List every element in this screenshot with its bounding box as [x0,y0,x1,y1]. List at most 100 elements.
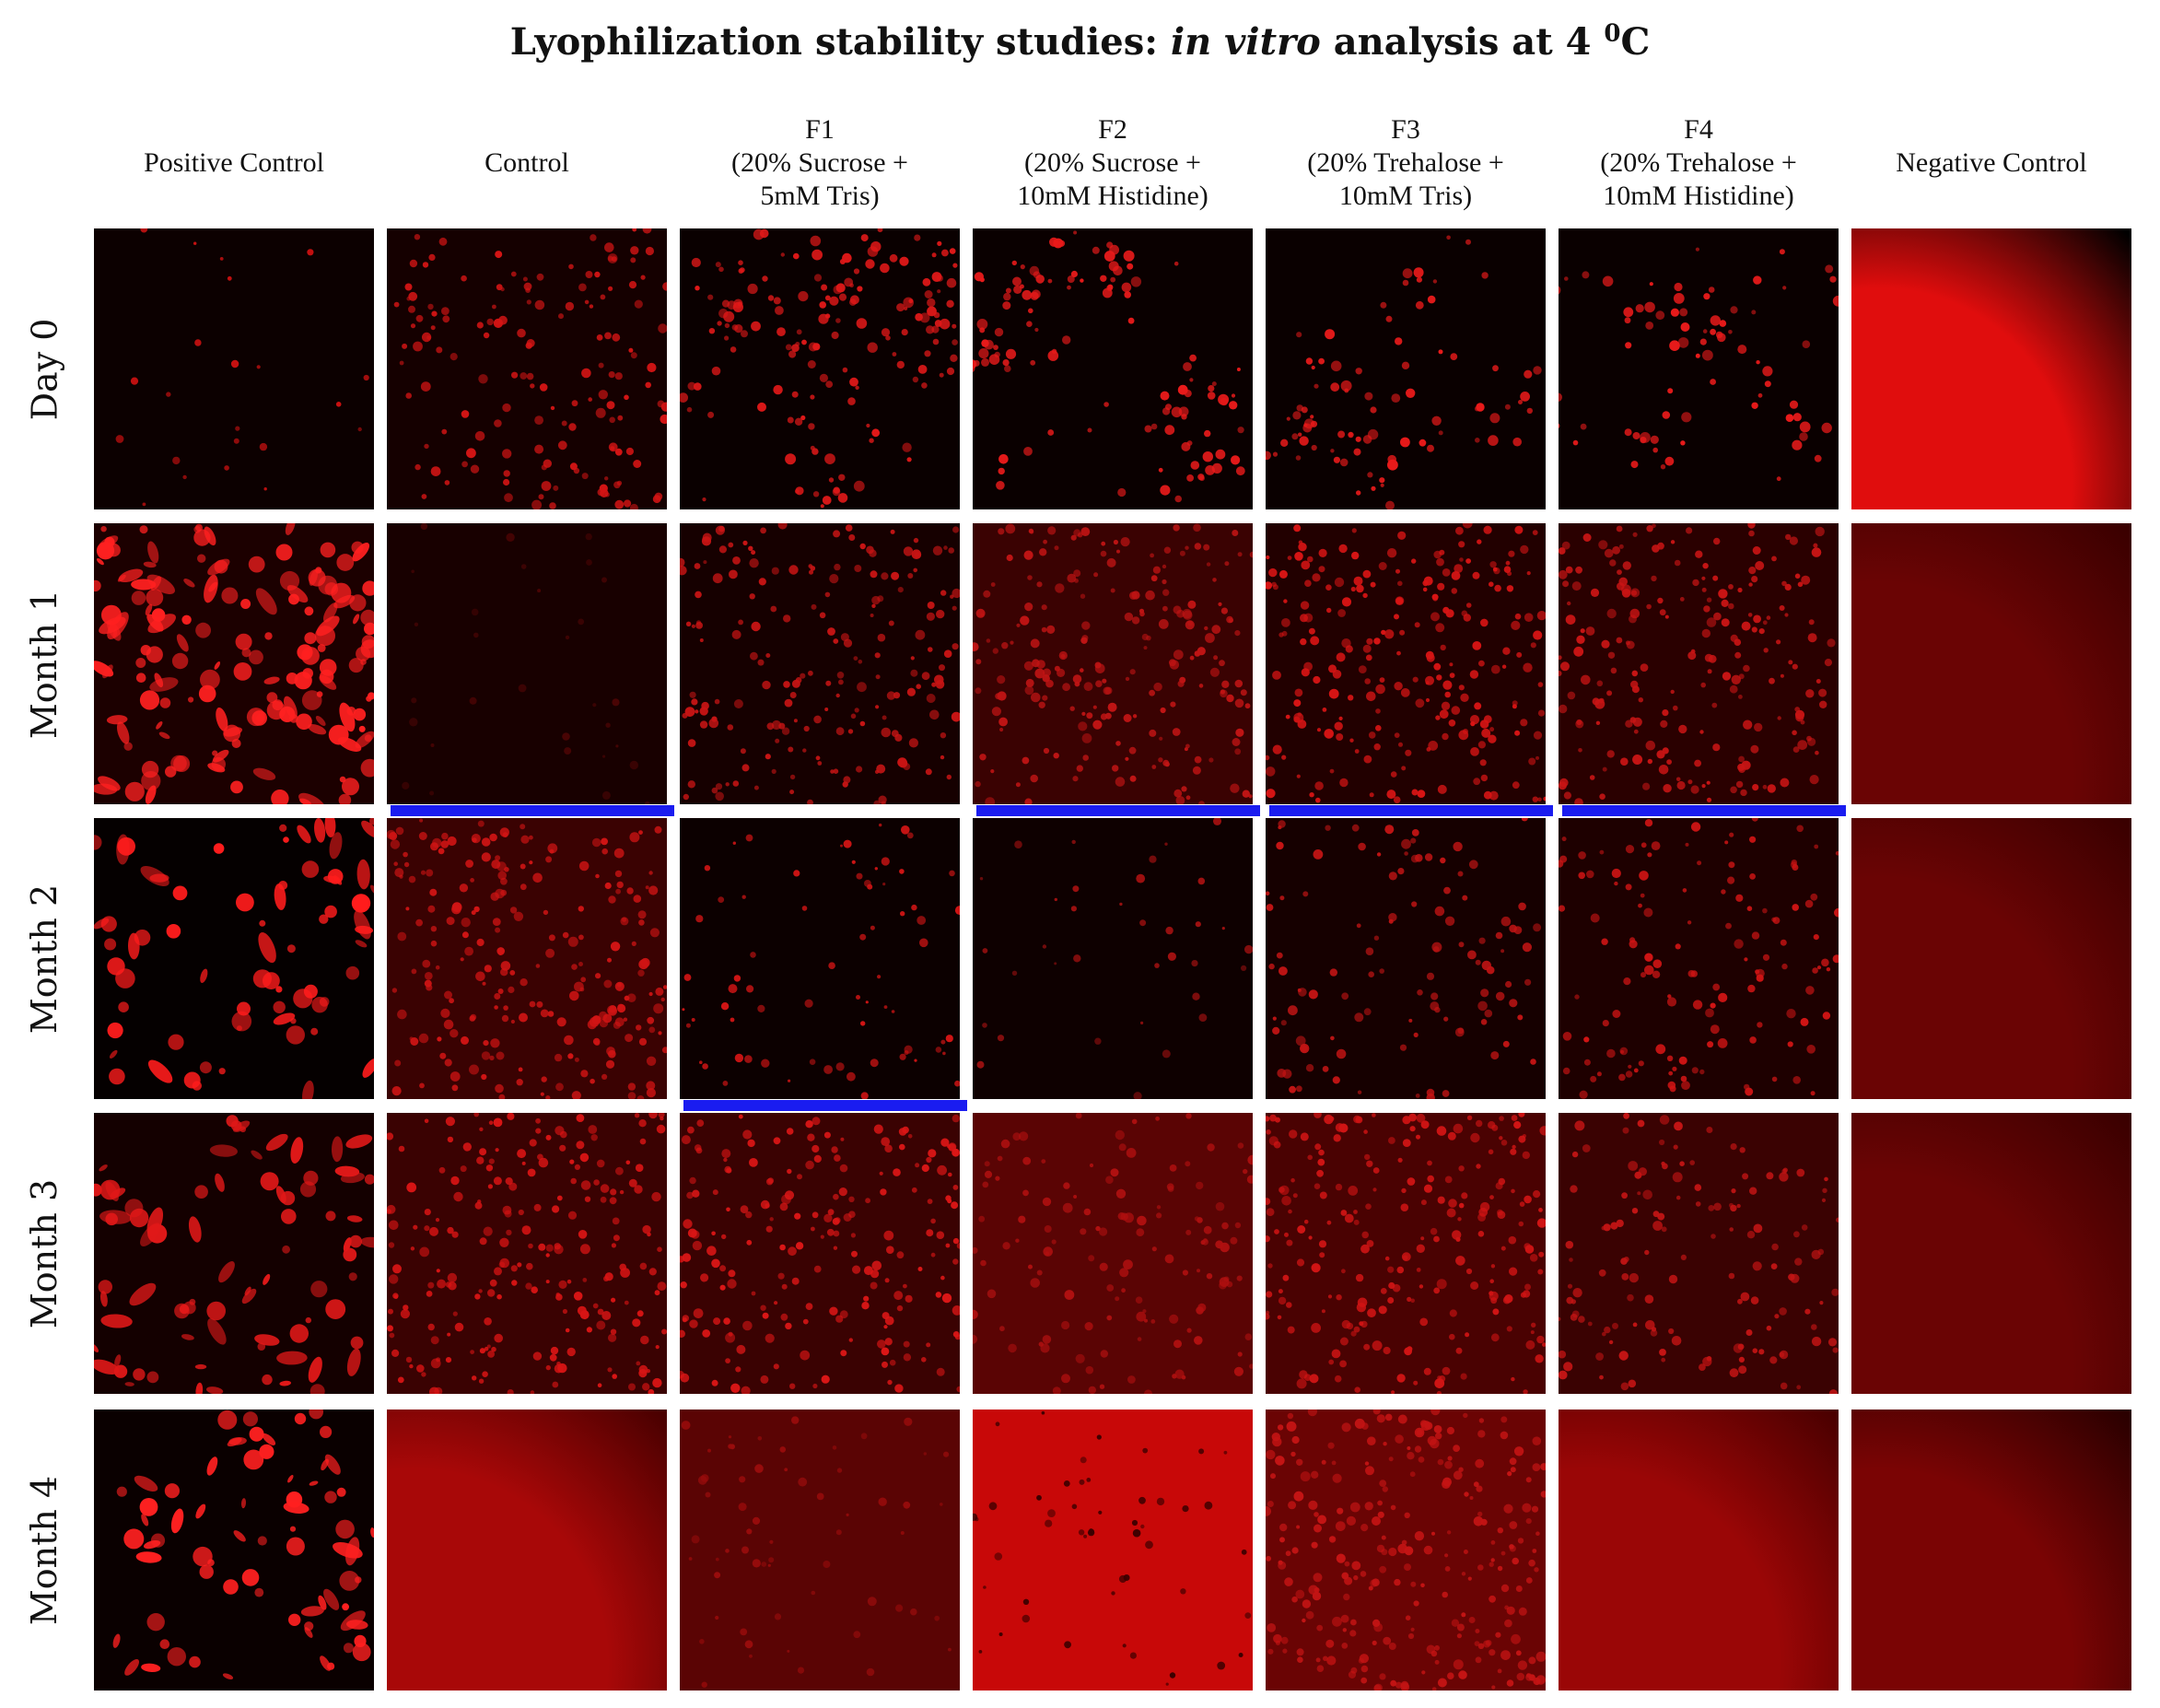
fluorescent-cell [631,941,636,946]
fluorescent-cell [1278,820,1286,828]
fluorescent-cell [590,234,597,241]
fluorescent-cell [1458,1202,1465,1209]
fluorescent-cell [1780,673,1784,678]
fluorescent-cell [1302,1599,1312,1609]
fluorescent-cell [1169,1672,1176,1679]
fluorescent-cell [795,1242,804,1250]
fluorescent-cell [477,820,485,827]
fluorescent-cell [1524,1195,1532,1204]
fluorescent-cell [1266,1208,1275,1217]
fluorescent-cell [475,971,485,982]
fluorescent-cell [1762,620,1768,626]
fluorescent-cell [348,658,364,673]
fluorescent-cell [777,1272,785,1280]
fluorescent-cell [941,1293,952,1304]
fluorescent-cell [1094,1037,1102,1045]
fluorescent-cell [894,1384,904,1393]
fluorescent-cell [1128,746,1137,755]
fluorescent-cell [1113,539,1118,545]
fluorescent-cell [645,246,654,256]
fluorescent-cell [206,1301,226,1321]
fluorescent-cell [100,1314,133,1328]
fluorescent-cell [1638,1060,1644,1067]
fluorescent-cell [612,1217,620,1225]
fluorescent-cell [1571,581,1582,591]
fluorescent-cell [945,1195,952,1201]
fluorescent-cell [1520,719,1528,727]
fluorescent-cell [1475,1656,1482,1664]
fluorescent-cell [481,852,491,862]
fluorescent-cell [846,1513,849,1516]
fluorescent-cell [1246,1175,1253,1184]
fluorescent-cell [286,1537,305,1556]
fluorescent-cell [1680,322,1690,332]
fluorescent-cell [1232,530,1239,536]
fluorescent-cell [1518,1113,1525,1117]
fluorescent-cell [1476,1485,1483,1492]
fluorescent-cell [538,1243,546,1251]
fluorescent-cell [605,722,611,728]
fluorescent-cell [1460,693,1469,702]
fluorescent-cell [819,373,828,382]
micrograph-panel [1851,818,2131,1099]
fluorescent-cell [1681,412,1692,423]
fluorescent-cell [1364,1153,1371,1161]
micrograph-panel [680,1113,960,1394]
fluorescent-cell [567,1211,578,1220]
fluorescent-cell [1640,842,1647,848]
fluorescent-cell [859,543,866,550]
fluorescent-cell [1689,1160,1695,1165]
fluorescent-cell [1635,304,1644,313]
fluorescent-cell [984,1161,990,1167]
fluorescent-cell [1414,622,1420,628]
fluorescent-cell [569,1159,575,1164]
fluorescent-cell [1198,684,1204,688]
fluorescent-cell [1747,523,1756,529]
fluorescent-cell [99,1291,108,1307]
fluorescent-cell [1411,829,1419,836]
fluorescent-cell [878,1497,887,1506]
fluorescent-cell [1489,1279,1494,1283]
fluorescent-cell [1039,548,1047,556]
fluorescent-cell [943,649,952,658]
fluorescent-cell [661,1328,667,1335]
fluorescent-cell [696,1119,705,1127]
fluorescent-cell [1749,1187,1757,1195]
panel-background [973,228,1253,509]
fluorescent-cell [721,299,730,308]
fluorescent-cell [1617,569,1622,575]
fluorescent-cell [762,680,771,690]
fluorescent-cell [1123,250,1135,262]
fluorescent-cell [1792,730,1797,736]
panel-background [1559,818,1839,1099]
fluorescent-cell [910,1608,917,1616]
fluorescent-cell [1738,1365,1747,1375]
fluorescent-cell [950,354,958,362]
fluorescent-cell [1127,1375,1136,1384]
fluorescent-cell [305,1316,311,1324]
fluorescent-cell [1443,886,1451,895]
fluorescent-cell [636,1310,644,1317]
fluorescent-cell [141,1663,161,1672]
fluorescent-cell [1536,611,1546,621]
micrograph-image [973,523,1253,804]
fluorescent-cell [438,848,445,855]
fluorescent-cell [1173,789,1183,798]
fluorescent-cell [394,1059,402,1067]
fluorescent-cell [1380,301,1387,309]
fluorescent-cell [1559,1350,1567,1359]
fluorescent-cell [608,371,615,379]
fluorescent-cell [104,938,117,951]
fluorescent-cell [1041,1410,1045,1415]
fluorescent-cell [319,914,329,924]
fluorescent-cell [657,1281,667,1291]
micrograph-panel [680,523,960,804]
fluorescent-cell [721,1234,727,1240]
fluorescent-cell [810,235,822,247]
fluorescent-cell [364,622,374,636]
fluorescent-cell [1341,597,1352,607]
fluorescent-cell [1677,337,1689,348]
fluorescent-cell [1339,1360,1347,1368]
fluorescent-cell [1226,1281,1233,1288]
fluorescent-cell [937,1164,947,1176]
